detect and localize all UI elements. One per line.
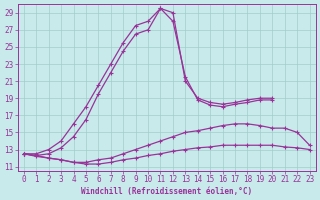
X-axis label: Windchill (Refroidissement éolien,°C): Windchill (Refroidissement éolien,°C) xyxy=(81,187,252,196)
